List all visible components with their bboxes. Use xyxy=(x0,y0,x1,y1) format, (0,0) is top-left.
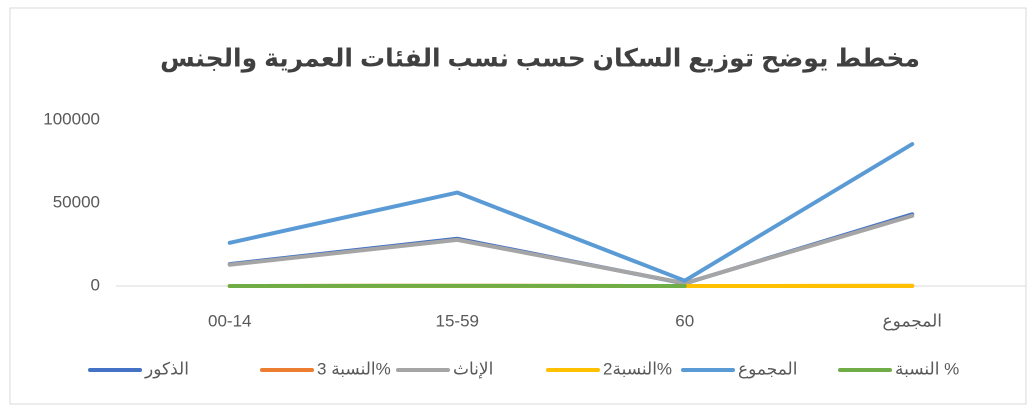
legend-label: النسبة % xyxy=(895,359,959,378)
x-tick-label: 00-14 xyxy=(208,311,251,330)
legend-label: النسبة 3% xyxy=(317,359,391,378)
legend-label: الإناث xyxy=(453,359,493,378)
y-tick-label: 100000 xyxy=(43,109,100,128)
y-tick-label: 50000 xyxy=(53,192,100,211)
series-line xyxy=(227,142,915,283)
x-tick-label: 15-59 xyxy=(436,311,479,330)
chart-frame xyxy=(9,7,1027,405)
x-tick-label: 60 xyxy=(675,311,694,330)
legend-label: الذكور xyxy=(144,359,189,378)
legend-label: النسبة2% xyxy=(603,359,672,378)
x-tick-label: المجموع xyxy=(883,311,942,331)
legend-label: المجموع xyxy=(738,359,797,379)
series-line xyxy=(227,213,915,286)
chart-title: مخطط يوضح توزيع السكان حسب نسب الفئات ال… xyxy=(160,45,920,74)
y-tick-label: 0 xyxy=(91,275,100,294)
